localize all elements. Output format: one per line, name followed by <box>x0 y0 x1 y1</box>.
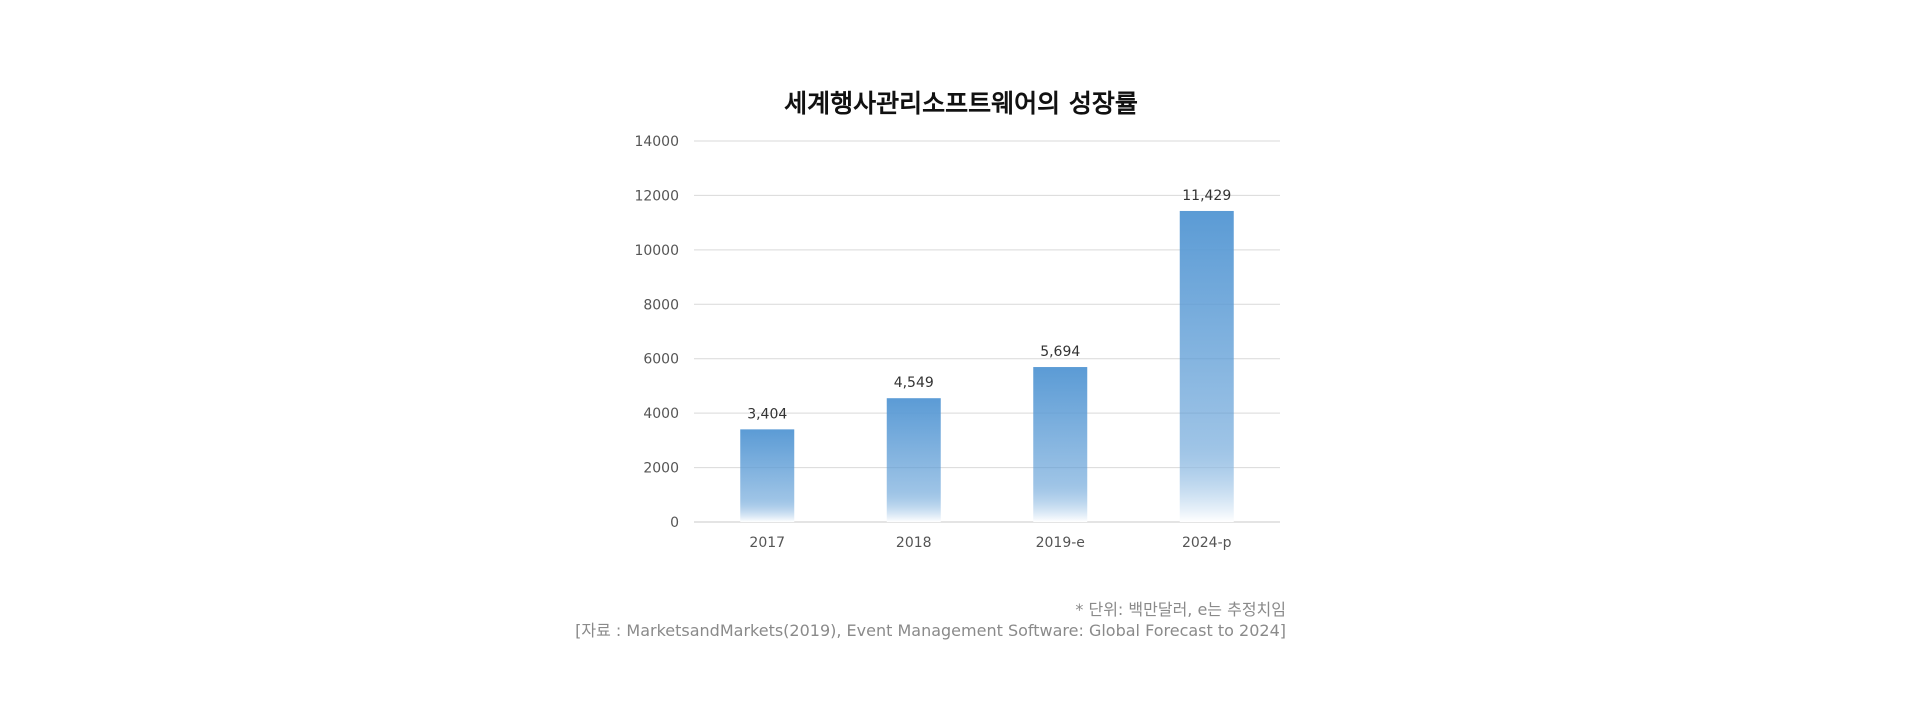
bar-2019-e <box>1033 367 1088 522</box>
y-tick-label: 0 <box>670 515 679 531</box>
bars <box>740 210 1234 522</box>
x-tick-label: 2018 <box>896 535 932 551</box>
bar-2018 <box>886 398 941 522</box>
x-tick-label: 2019-e <box>1036 535 1085 551</box>
y-tick-label: 4000 <box>643 406 679 422</box>
data-label-2017: 3,404 <box>747 406 787 422</box>
chart-title: 세계행사관리소프트웨어의 성장률 <box>784 89 1138 118</box>
y-tick-label: 8000 <box>643 297 679 313</box>
y-tick-label: 10000 <box>634 243 679 259</box>
data-label-2024-p: 11,429 <box>1182 188 1231 204</box>
x-tick-label: 2024-p <box>1182 535 1232 551</box>
source-note: [자료 : MarketsandMarkets(2019), Event Man… <box>575 621 1286 640</box>
bar-2024-p <box>1179 210 1234 522</box>
y-tick-label: 2000 <box>643 461 679 477</box>
data-label-2018: 4,549 <box>894 375 934 391</box>
y-axis-ticks: 0 2000 4000 6000 8000 10000 12000 14000 <box>634 134 679 531</box>
bar-2017 <box>740 429 795 522</box>
y-tick-label: 14000 <box>634 134 679 150</box>
data-labels: 3,404 4,549 5,694 11,429 <box>747 188 1231 422</box>
y-tick-label: 6000 <box>643 352 679 368</box>
x-tick-label: 2017 <box>749 535 785 551</box>
unit-note: * 단위: 백만달러, e는 추정치임 <box>1075 600 1286 619</box>
y-tick-label: 12000 <box>634 188 679 204</box>
data-label-2019-e: 5,694 <box>1040 344 1080 360</box>
x-axis-ticks: 2017 2018 2019-e 2024-p <box>749 535 1231 551</box>
